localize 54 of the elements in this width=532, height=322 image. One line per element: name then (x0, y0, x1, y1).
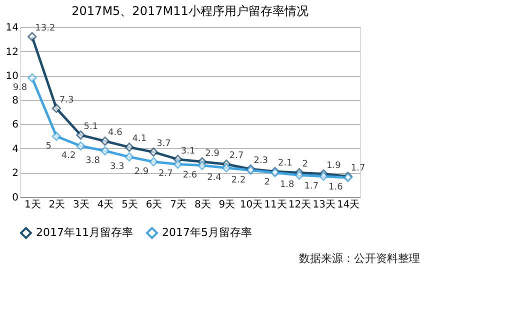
data-label: 1.8 (280, 180, 295, 190)
legend-label: 2017年11月留存率 (36, 226, 133, 239)
data-label: 2.1 (278, 158, 292, 168)
y-tick-label: 0 (12, 192, 18, 204)
data-label: 3.7 (156, 139, 171, 150)
x-tick-label: 10天 (240, 200, 263, 210)
data-label: 4.6 (108, 128, 123, 138)
data-label: 2.9 (205, 148, 220, 159)
data-label: 2.4 (207, 172, 222, 183)
data-label: 1.7 (304, 181, 319, 192)
y-tick-label: 4 (12, 144, 18, 155)
y-tick-label: 2 (12, 168, 18, 180)
data-label: 3.8 (86, 156, 100, 166)
data-label: 2.7 (229, 151, 244, 162)
data-label: 2.9 (134, 166, 149, 177)
x-tick-label: 12天 (288, 200, 312, 210)
chart-title: 2017M5、2017M11小程序用户留存率情况 (72, 4, 308, 18)
y-tick-label: 12 (6, 46, 18, 58)
x-tick-label: 14天 (336, 200, 360, 210)
data-label: 7.3 (59, 95, 74, 106)
x-tick-label: 11天 (264, 200, 287, 210)
data-label: 3.3 (110, 162, 124, 172)
x-tick-label: 2天 (48, 200, 66, 210)
x-tick-label: 13天 (312, 200, 336, 210)
legend-label: 2017年5月留存率 (162, 226, 252, 239)
data-label: 1.9 (326, 160, 342, 171)
x-tick-label: 5天 (122, 200, 138, 210)
data-label: 5.1 (84, 122, 98, 132)
y-tick-label: 14 (6, 22, 18, 34)
y-tick-label: 10 (6, 71, 18, 82)
data-label: 4.2 (61, 151, 76, 161)
x-tick-label: 9天 (218, 200, 236, 210)
y-tick-label: 6 (12, 120, 18, 131)
data-label: 5 (46, 141, 52, 152)
x-tick-label: 8天 (194, 200, 211, 210)
data-label: 2.3 (254, 156, 268, 166)
x-tick-label: 6天 (146, 200, 162, 210)
source-note: 数据来源：公开资料整理 (299, 252, 420, 265)
data-label: 2.6 (182, 170, 198, 180)
data-label: 2 (302, 160, 308, 170)
data-label: 4.1 (132, 134, 147, 144)
data-label: 3.1 (180, 146, 196, 156)
data-label: 2.2 (231, 175, 246, 186)
x-tick-label: 3天 (73, 200, 90, 210)
data-label: 13.2 (35, 24, 56, 34)
x-tick-label: 4天 (97, 200, 114, 210)
x-tick-label: 7天 (170, 200, 187, 210)
x-tick-label: 1天 (24, 200, 41, 210)
y-tick-label: 8 (12, 95, 18, 106)
data-label: 9.8 (12, 83, 28, 93)
data-label: 1.6 (328, 182, 344, 193)
data-label: 2 (264, 178, 270, 188)
data-label: 1.7 (350, 163, 366, 174)
data-label: 2.7 (158, 169, 173, 180)
